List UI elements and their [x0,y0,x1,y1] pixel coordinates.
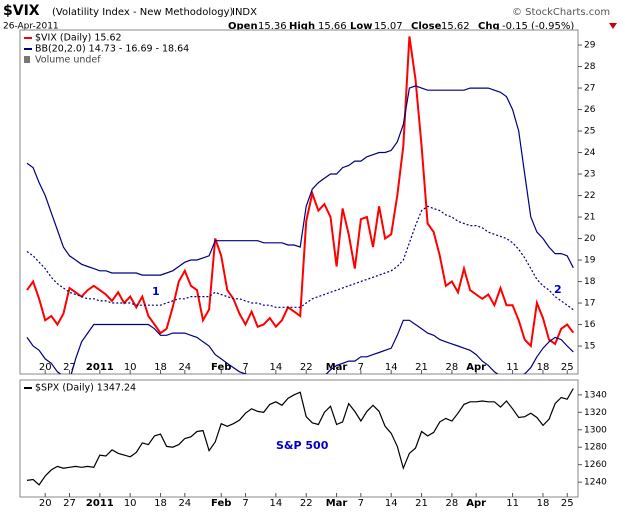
x-tick-label: 22 [300,362,313,373]
y-tick-label: 19 [584,256,596,266]
x-tick-label: 18 [154,362,167,373]
quote-label: Open [228,21,258,32]
legend-label: Volume undef [35,55,101,66]
x-tick-label: 25 [561,362,574,373]
y-tick-label: 28 [584,62,596,72]
y-tick-label: 16 [584,320,596,330]
series-line [26,388,574,486]
x-tick-label: 2011 [86,362,114,373]
series-line [26,85,574,276]
y-tick-label: 1280 [584,443,607,453]
plot-lines [26,36,575,374]
plot-frame [19,29,579,375]
quote-label: High [289,21,315,32]
x-tick-label: 28 [446,362,459,373]
x-tick-label: 14 [385,498,398,509]
x-tick-label: 7 [358,362,364,373]
annotation: 1 [152,285,160,298]
x-tick-label: 27 [63,498,76,509]
legend-label: $VIX (Daily) 15.62 [35,33,122,44]
x-tick-label: 14 [385,362,398,373]
annotation: 2 [554,283,562,296]
y-tick-label: 18 [584,277,596,287]
x-tick-label: Feb [211,498,231,509]
legend-label: $SPX (Daily) 1347.24 [35,383,136,394]
x-tick-label: 18 [537,362,550,373]
x-tick-label: 7 [242,362,248,373]
symbol: $VIX [3,3,40,19]
x-tick-label: Mar [326,498,348,509]
x-tick-label: 10 [124,362,137,373]
x-tick-label: 21 [415,498,428,509]
y-tick-label: 25 [584,127,595,137]
series-line [26,36,575,349]
legend-label: BB(20,2.0) 14.73 - 16.69 - 18.64 [35,44,189,55]
quote-label: Chg [478,21,500,32]
y-tick-label: 22 [584,191,595,201]
x-tick-label: 10 [124,498,137,509]
y-tick-label: 1340 [584,390,607,400]
quote-value: 15.66 [318,21,347,32]
index-name: (Volatility Index - New Methodology) [52,7,234,18]
x-tick-label: 20 [39,362,52,373]
date: 26-Apr-2011 [3,22,59,32]
annotation: S&P 500 [276,439,329,452]
plot-frame [19,379,579,498]
x-tick-label: 7 [242,498,248,509]
series-line [26,319,574,374]
x-tick-label: 20 [39,498,52,509]
x-tick-label: Feb [211,362,231,373]
x-tick-label: 27 [63,362,76,373]
quote-value: 15.36 [258,21,287,32]
series-line [26,205,574,311]
x-tick-label: Apr [466,498,486,509]
y-tick-label: 26 [584,105,596,115]
quote-value: 15.07 [374,21,403,32]
x-tick-label: 11 [506,362,519,373]
x-tick-label: 14 [270,498,283,509]
y-tick-label: 20 [584,234,596,244]
x-tick-label: 22 [300,498,313,509]
y-tick-label: 29 [584,41,596,51]
quote-value: -0.15 (-0.95%) [502,21,574,32]
y-tick-label: 1300 [584,425,607,435]
x-tick-label: 18 [537,498,550,509]
x-tick-label: 21 [415,362,428,373]
y-tick-label: 1240 [584,478,607,488]
y-tick-label: 17 [584,299,595,309]
y-tick-label: 1260 [584,460,607,470]
x-tick-label: Mar [326,362,348,373]
legend-swatch [24,56,30,63]
x-tick-label: 7 [358,498,364,509]
quote-value: 15.62 [441,21,470,32]
y-tick-label: 27 [584,84,595,94]
y-tick-label: 1320 [584,408,607,418]
quote-label: Low [350,21,372,32]
x-tick-label: 18 [154,498,167,509]
source: © StockCharts.com [512,7,610,18]
y-tick-label: 23 [584,170,595,180]
x-tick-label: 25 [561,498,574,509]
quote-label: Close [411,21,442,32]
y-tick-label: 21 [584,213,595,223]
x-tick-label: 24 [178,498,191,509]
exchange: INDX [232,7,257,18]
x-tick-label: 24 [178,362,191,373]
plot-lines [26,388,574,486]
x-tick-label: 14 [270,362,283,373]
x-tick-label: 28 [446,498,459,509]
y-tick-label: 15 [584,342,595,352]
x-tick-label: Apr [466,362,486,373]
x-tick-label: 2011 [86,498,114,509]
x-tick-label: 11 [506,498,519,509]
down-arrow [609,23,617,29]
y-tick-label: 24 [584,148,596,158]
